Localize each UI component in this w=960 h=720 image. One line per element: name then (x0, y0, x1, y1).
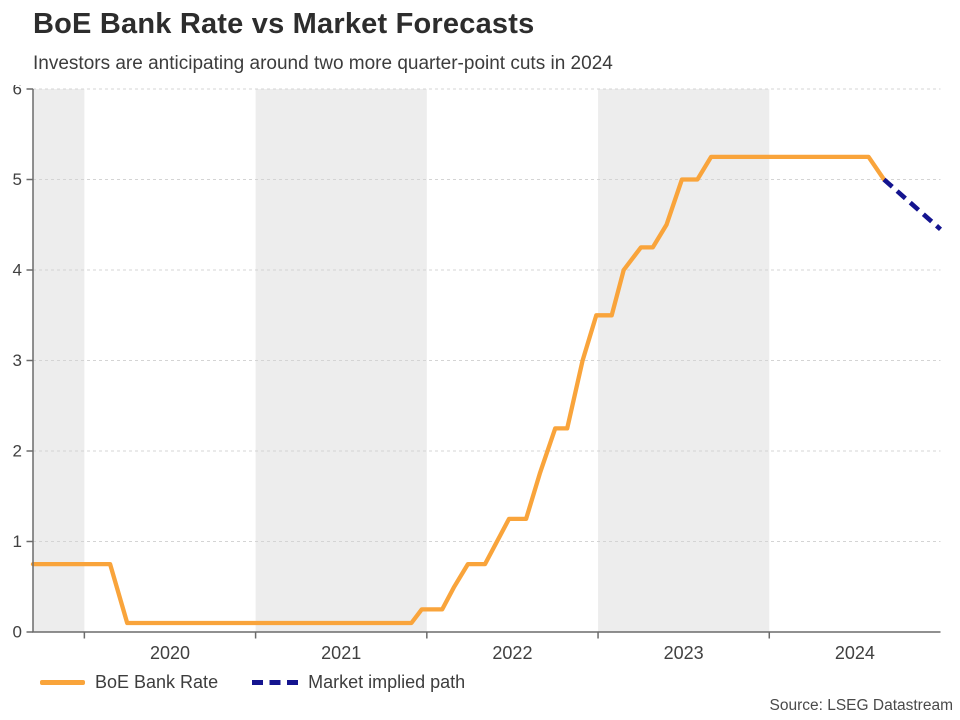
legend-dashed-line-swatch (252, 680, 299, 685)
chart-title: BoE Bank Rate vs Market Forecasts (33, 8, 535, 40)
x-tick-label: 2021 (321, 643, 361, 663)
y-tick-label: 6 (13, 85, 22, 99)
chart-svg: 2020 2021 2022 2023 2024 0 1 2 3 4 5 6 (13, 85, 943, 663)
y-tick-label: 4 (13, 261, 22, 280)
y-tick-label: 5 (13, 170, 22, 189)
legend-item-boe-bank-rate: BoE Bank Rate (40, 672, 218, 693)
legend-item-market-implied-path: Market implied path (252, 672, 465, 693)
chart-subtitle: Investors are anticipating around two mo… (33, 53, 613, 74)
series-line-market-implied-path (882, 177, 943, 232)
y-tick-label: 0 (13, 623, 22, 642)
legend-label-boe-bank-rate: BoE Bank Rate (95, 672, 219, 692)
source-note: Source: LSEG Datastream (769, 697, 954, 714)
y-tick-label: 2 (13, 442, 22, 461)
series-line-boe-bank-rate (30, 154, 887, 626)
legend-label-market-implied-path: Market implied path (308, 672, 466, 692)
y-tick-label: 3 (13, 351, 22, 370)
y-tick-label: 1 (13, 532, 22, 551)
x-tick-label: 2020 (150, 643, 190, 663)
legend-solid-line-swatch (40, 680, 85, 685)
x-tick-label: 2022 (492, 643, 532, 663)
chart-legend: BoE Bank Rate Market implied path (40, 672, 465, 693)
x-tick-label: 2024 (835, 643, 875, 663)
x-tick-label: 2023 (664, 643, 704, 663)
